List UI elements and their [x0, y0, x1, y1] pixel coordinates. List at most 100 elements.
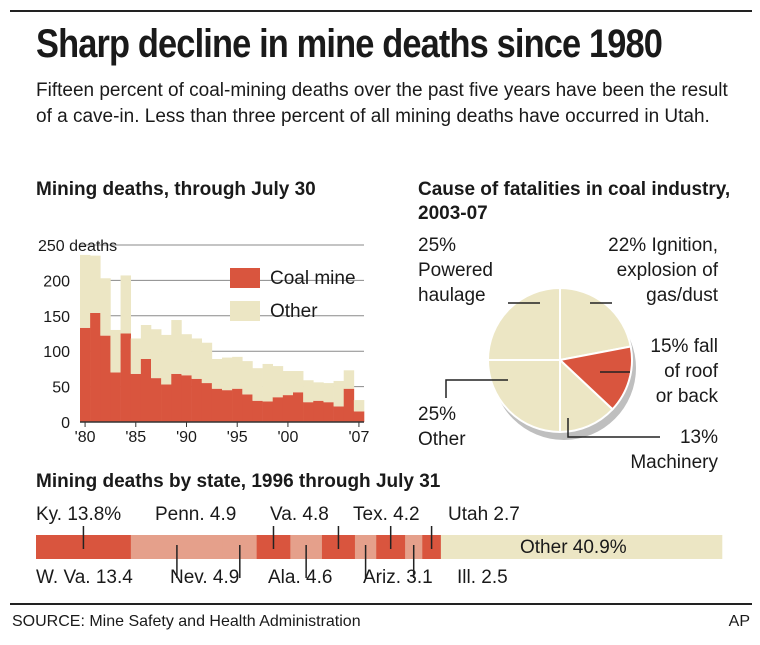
bar-other-1983: [110, 329, 121, 373]
bar-other-2001: [293, 371, 304, 393]
state-chart-title: Mining deaths by state, 1996 through Jul…: [36, 471, 441, 492]
bar-other-1987: [151, 329, 162, 379]
bar-other-1988: [161, 334, 172, 385]
state-segment-Other: [440, 535, 723, 559]
legend-swatch-coal: [230, 268, 260, 288]
y-tick-label: 50: [52, 380, 70, 397]
pie-label-ignition: 22% Ignition, explosion of gas/dust: [608, 235, 719, 306]
legend-label-coal: Coal mine: [270, 268, 356, 289]
bar-coal-1980: [80, 327, 91, 422]
bar-other-1981: [90, 255, 101, 313]
state-label-Ky.: Ky. 13.8%: [36, 504, 121, 525]
bar-other-1984: [120, 275, 132, 334]
bar-coal-1986: [140, 358, 152, 422]
top-rule: [10, 10, 752, 12]
bar-coal-1990: [181, 375, 192, 422]
state-label-Other: Other 40.9%: [520, 537, 627, 558]
bar-coal-1993: [211, 388, 223, 422]
bar-coal-1988: [161, 384, 172, 422]
bar-other-1985: [130, 338, 142, 374]
x-tick-label: '85: [125, 429, 146, 446]
x-tick-label: '95: [227, 429, 248, 446]
bar-coal-1998: [262, 401, 274, 422]
legend-swatch-other: [230, 301, 260, 321]
pie-label-machinery: 13% Machinery: [630, 427, 718, 473]
leader-other: [445, 379, 508, 398]
page-title: Sharp decline in mine deaths since 1980: [36, 22, 663, 66]
bar-other-1996: [242, 361, 253, 395]
state-label-Ala.: Ala. 4.6: [268, 567, 332, 588]
bar-coal-1992: [201, 383, 213, 422]
pie-label-roof: 15% fall of roof or back: [650, 336, 718, 407]
state-label-Tex.: Tex. 4.2: [353, 504, 420, 525]
state-label-Nev.: Nev. 4.9: [170, 567, 239, 588]
bar-coal-1995: [232, 388, 243, 422]
pie-slice-3: [486, 359, 561, 434]
source-note: SOURCE: Mine Safety and Health Administr…: [12, 613, 361, 630]
state-label-Utah: Utah 2.7: [448, 504, 520, 525]
bar-other-1992: [201, 342, 213, 384]
pie-slice-0: [559, 286, 632, 362]
bar-other-1998: [262, 363, 274, 402]
bar-other-2000: [282, 371, 294, 396]
bar-coal-1983: [110, 372, 121, 422]
legend-label-other: Other: [270, 301, 318, 322]
bar-other-2007: [353, 400, 365, 412]
bottom-rule: [10, 603, 752, 605]
state-label-Ariz.: Ariz. 3.1: [363, 567, 433, 588]
bar-other-2002: [303, 380, 314, 403]
y-tick-label: 250 deaths: [38, 238, 117, 255]
bar-other-1997: [252, 368, 263, 401]
bar-other-1980: [80, 254, 91, 328]
y-tick-label: 100: [43, 344, 70, 361]
bar-other-2005: [333, 380, 345, 407]
bar-coal-2005: [333, 406, 345, 422]
state-label-Penn.: Penn. 4.9: [155, 504, 236, 525]
bar-coal-1994: [222, 390, 233, 422]
bar-coal-1981: [90, 312, 101, 422]
bar-other-1999: [272, 366, 284, 398]
x-tick-label: '07: [348, 429, 369, 446]
y-tick-label: 200: [43, 273, 70, 290]
bar-coal-2007: [353, 411, 365, 422]
x-tick-label: '90: [176, 429, 197, 446]
state-label-W. Va.: W. Va. 13.4: [36, 567, 133, 588]
bar-coal-1996: [242, 394, 253, 422]
bar-coal-1989: [171, 373, 182, 422]
bar-chart-title: Mining deaths, through July 30: [36, 179, 316, 200]
bar-other-2003: [313, 382, 324, 401]
page-subtitle: Fifteen percent of coal-mining deaths ov…: [36, 80, 728, 127]
bar-coal-2004: [323, 402, 334, 422]
y-tick-label: 0: [61, 415, 70, 432]
leader-machinery: [567, 418, 660, 438]
bar-coal-1991: [191, 378, 203, 422]
pie-slice-2: [559, 357, 614, 434]
bar-coal-1984: [120, 333, 132, 422]
bar-coal-2003: [313, 400, 324, 422]
y-tick-label: 150: [43, 309, 70, 326]
pie-slice-1: [557, 345, 633, 411]
bar-other-1982: [100, 278, 111, 336]
bar-other-1986: [140, 325, 152, 359]
pie-slice-4: [486, 286, 561, 361]
state-label-Ill.: Ill. 2.5: [457, 567, 508, 588]
bar-coal-2000: [282, 395, 294, 422]
bar-other-1990: [181, 334, 192, 376]
x-tick-label: '00: [277, 429, 298, 446]
credit: AP: [728, 613, 750, 630]
bar-other-2006: [343, 370, 355, 389]
bar-other-1995: [232, 356, 243, 389]
pie-chart-title: Cause of fatalities in coal industry, 20…: [418, 179, 731, 224]
bar-other-1994: [222, 357, 233, 391]
pie-label-haulage: 25% Powered haulage: [418, 235, 493, 306]
bar-other-1989: [171, 320, 182, 374]
state-label-Va.: Va. 4.8: [270, 504, 329, 525]
bar-other-1993: [211, 358, 223, 389]
pie-label-other: 25% Other: [418, 404, 466, 450]
bar-coal-2006: [343, 388, 355, 422]
bar-coal-1999: [272, 397, 284, 422]
bar-coal-2001: [293, 392, 304, 422]
bar-coal-1985: [130, 373, 142, 422]
x-tick-label: '80: [75, 429, 96, 446]
